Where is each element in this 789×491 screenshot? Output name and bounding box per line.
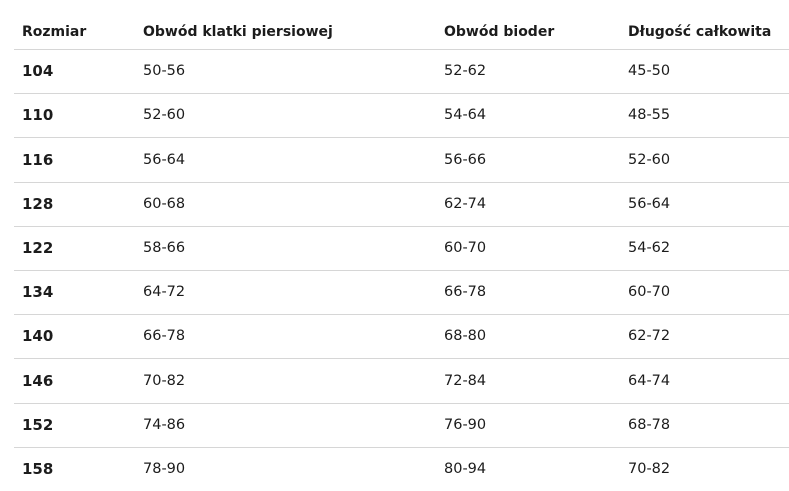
size-cell: 152 bbox=[22, 415, 54, 434]
value-cell: 66-78 bbox=[143, 328, 186, 345]
value-cell: 74-86 bbox=[143, 416, 186, 433]
value-cell: 48-55 bbox=[628, 107, 671, 124]
value-cell: 78-90 bbox=[143, 460, 186, 477]
header-cell: Obwód klatki piersiowej bbox=[143, 24, 333, 40]
value-cell: 54-62 bbox=[628, 239, 671, 256]
row-separator bbox=[14, 314, 789, 316]
value-cell: 56-66 bbox=[444, 151, 487, 168]
value-cell: 56-64 bbox=[628, 195, 671, 212]
header-cell: Rozmiar bbox=[22, 24, 87, 40]
value-cell: 52-62 bbox=[444, 63, 487, 80]
value-cell: 62-72 bbox=[628, 328, 671, 345]
value-cell: 60-70 bbox=[628, 284, 671, 301]
row-separator bbox=[14, 93, 789, 95]
value-cell: 70-82 bbox=[143, 372, 186, 389]
size-cell: 110 bbox=[22, 106, 54, 125]
value-cell: 56-64 bbox=[143, 151, 186, 168]
size-cell: 146 bbox=[22, 371, 54, 390]
value-cell: 68-80 bbox=[444, 328, 487, 345]
value-cell: 80-94 bbox=[444, 460, 487, 477]
value-cell: 54-64 bbox=[444, 107, 487, 124]
size-cell: 104 bbox=[22, 62, 54, 81]
row-separator bbox=[14, 181, 789, 183]
value-cell: 50-56 bbox=[143, 63, 186, 80]
value-cell: 52-60 bbox=[143, 107, 186, 124]
row-separator bbox=[14, 402, 789, 404]
value-cell: 62-74 bbox=[444, 195, 487, 212]
value-cell: 72-84 bbox=[444, 372, 487, 389]
value-cell: 60-70 bbox=[444, 239, 487, 256]
value-cell: 52-60 bbox=[628, 151, 671, 168]
size-cell: 140 bbox=[22, 327, 54, 346]
value-cell: 68-78 bbox=[628, 416, 671, 433]
size-cell: 128 bbox=[22, 194, 54, 213]
header-cell: Długość całkowita bbox=[628, 24, 772, 40]
value-cell: 64-72 bbox=[143, 284, 186, 301]
row-separator bbox=[14, 137, 789, 139]
row-separator bbox=[14, 225, 789, 227]
value-cell: 66-78 bbox=[444, 284, 487, 301]
size-cell: 116 bbox=[22, 150, 54, 169]
row-separator bbox=[14, 49, 789, 50]
value-cell: 60-68 bbox=[143, 195, 186, 212]
row-separator bbox=[14, 358, 789, 360]
row-separator bbox=[14, 446, 789, 448]
value-cell: 58-66 bbox=[143, 239, 186, 256]
row-separator bbox=[14, 270, 789, 271]
value-cell: 45-50 bbox=[628, 63, 671, 80]
value-cell: 76-90 bbox=[444, 416, 487, 433]
value-cell: 64-74 bbox=[628, 372, 671, 389]
value-cell: 70-82 bbox=[628, 460, 671, 477]
size-cell: 158 bbox=[22, 459, 54, 478]
header-cell: Obwód bioder bbox=[444, 24, 555, 40]
size-cell: 122 bbox=[22, 238, 54, 257]
size-cell: 134 bbox=[22, 283, 54, 302]
